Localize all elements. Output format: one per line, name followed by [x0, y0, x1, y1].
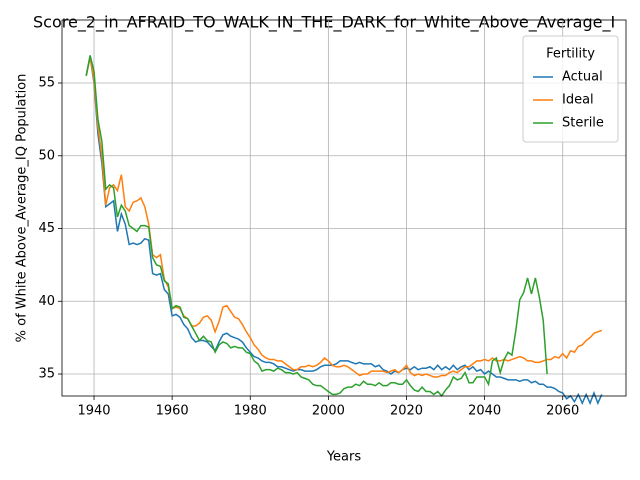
x-tick-label: 2020: [390, 404, 423, 419]
chart-title: Score_2_in_AFRAID_TO_WALK_IN_THE_DARK_fo…: [33, 13, 615, 33]
legend-box: [522, 35, 619, 143]
y-axis-label: % of White Above_Average_IQ Population: [15, 74, 30, 343]
x-tick-label: 1980: [234, 404, 267, 419]
y-tick-label: 50: [38, 148, 55, 163]
y-tick-label: 35: [38, 367, 55, 382]
x-axis-label: Years: [326, 450, 362, 465]
legend-label: Sterile: [562, 116, 604, 131]
legend-title: Fertility: [546, 47, 595, 62]
series-line: [85, 56, 603, 406]
y-tick-label: 40: [38, 294, 55, 309]
x-tick-label: 1940: [77, 404, 110, 419]
x-tick-label: 2060: [546, 404, 579, 419]
x-tick-label: 2000: [312, 404, 345, 419]
legend-label: Actual: [562, 70, 603, 85]
x-tick-label: 2040: [468, 404, 501, 419]
legend-label: Ideal: [562, 93, 594, 108]
plot-frame: [61, 19, 627, 397]
x-tick-label: 1960: [156, 404, 189, 419]
y-tick-label: 45: [38, 221, 55, 236]
series-line: [85, 55, 548, 398]
y-tick-label: 55: [38, 76, 55, 91]
